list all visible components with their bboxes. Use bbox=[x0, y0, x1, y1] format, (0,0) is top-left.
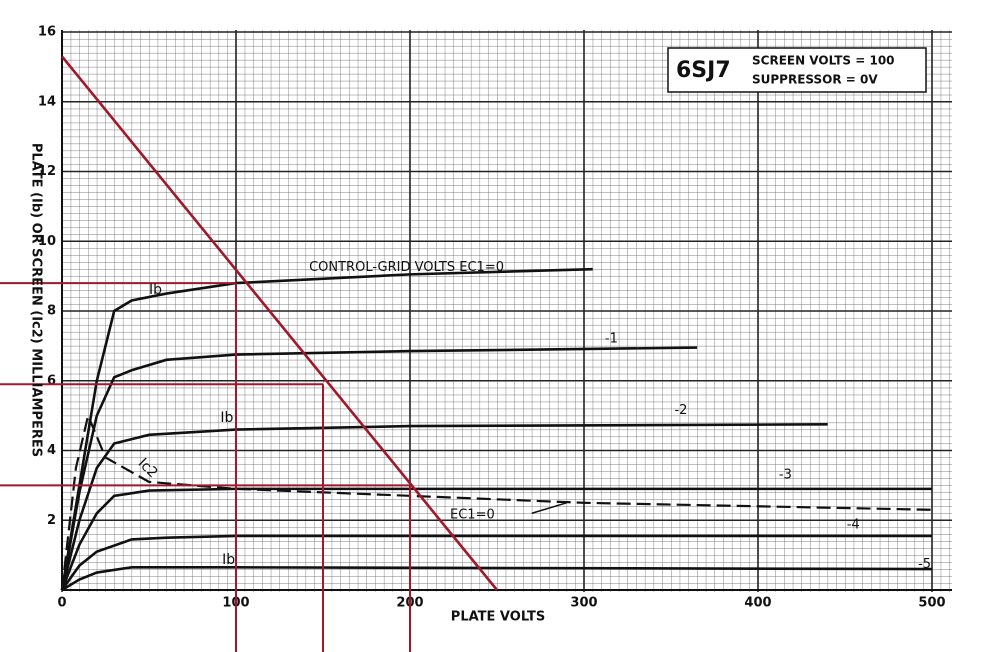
x-tick-label: 400 bbox=[744, 596, 771, 611]
subtitle: SCREEN VOLTS = 100 bbox=[752, 54, 895, 68]
series-line bbox=[60, 55, 499, 591]
series-label: -2 bbox=[674, 403, 687, 418]
series-label: -5 bbox=[918, 557, 931, 572]
series-label: -1 bbox=[605, 331, 618, 346]
series-line bbox=[60, 267, 593, 591]
title-box bbox=[667, 47, 927, 93]
plot-area: 0100200300400500246810121416CONTROL-GRID… bbox=[0, 25, 952, 652]
y-tick-label: 6 bbox=[47, 373, 56, 388]
series-label: -4 bbox=[847, 517, 860, 532]
y-tick-label: 2 bbox=[47, 513, 56, 528]
y-tick-label: 10 bbox=[38, 234, 56, 249]
annotation: Ib bbox=[220, 410, 233, 426]
series-line bbox=[60, 487, 932, 591]
y-axis-label: PLATE (Ib) OR SCREEN (Ic2) MILLIAMPERES bbox=[29, 143, 44, 457]
y-tick-label: 14 bbox=[38, 94, 56, 109]
series-label: EC1=0 bbox=[450, 508, 495, 523]
chart-title: 6SJ7 bbox=[676, 58, 731, 83]
annotation: Ib bbox=[149, 282, 162, 298]
y-tick-label: 16 bbox=[38, 25, 56, 40]
series-label: -3 bbox=[779, 467, 792, 482]
series-line bbox=[60, 412, 933, 591]
y-tick-label: 8 bbox=[47, 304, 56, 319]
y-tick-label: 4 bbox=[47, 443, 56, 458]
annotation: Ib bbox=[222, 552, 235, 568]
x-axis-label: PLATE VOLTS bbox=[451, 610, 545, 625]
series-line bbox=[61, 566, 933, 592]
series-label: CONTROL-GRID VOLTS EC1=0 bbox=[309, 260, 504, 275]
y-tick-label: 12 bbox=[38, 164, 56, 179]
subtitle: SUPPRESSOR = 0V bbox=[752, 73, 878, 87]
x-tick-label: 500 bbox=[918, 596, 945, 611]
x-tick-label: 300 bbox=[570, 596, 597, 611]
series-line bbox=[60, 346, 698, 591]
series-line bbox=[60, 423, 828, 591]
annotation-arrow bbox=[531, 502, 567, 514]
x-tick-label: 0 bbox=[57, 596, 66, 611]
